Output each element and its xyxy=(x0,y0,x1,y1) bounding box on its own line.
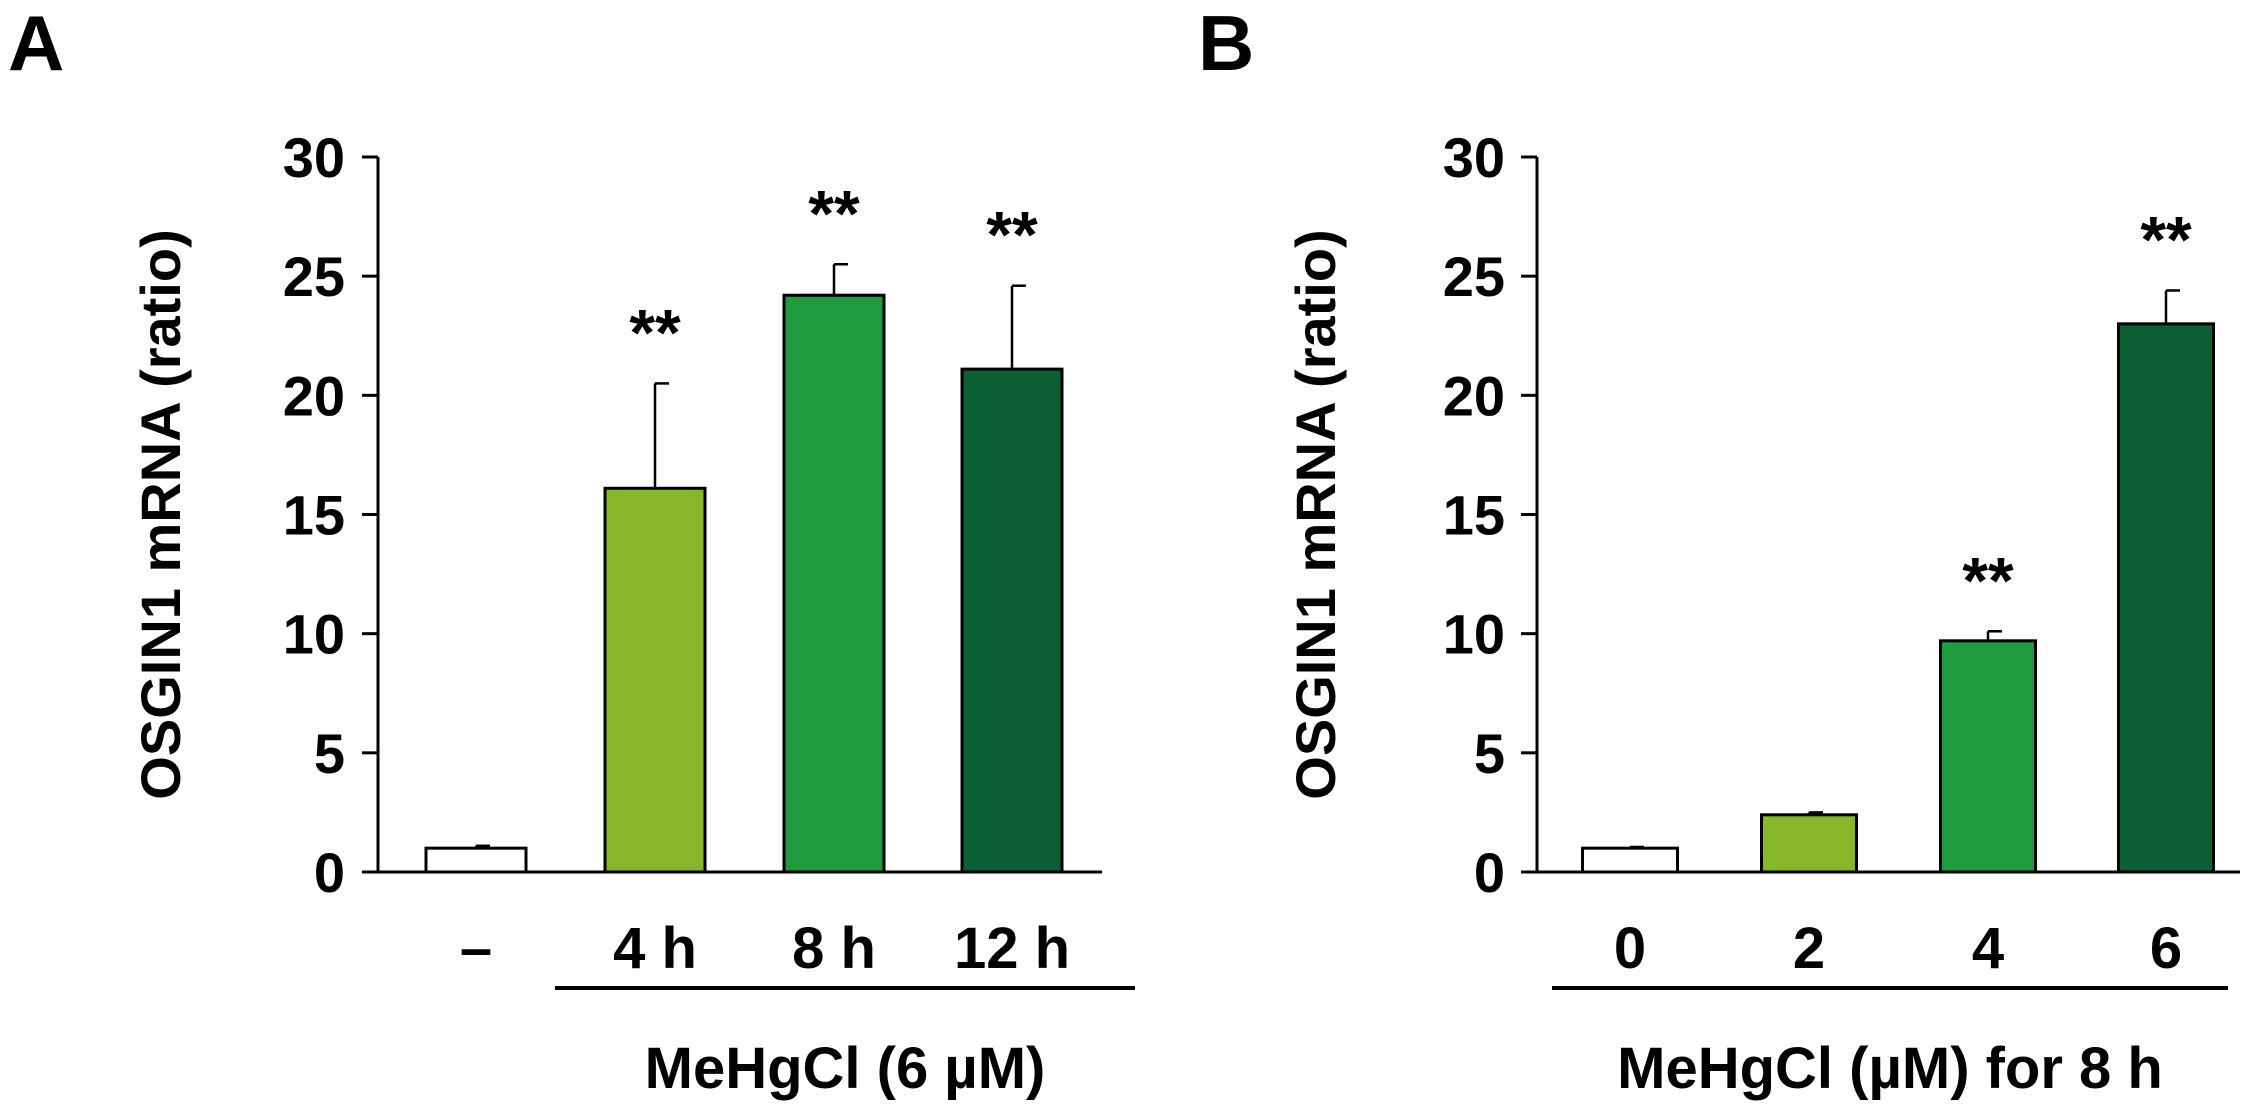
bar xyxy=(1939,639,2037,874)
significance-marker: ** xyxy=(1962,543,2014,617)
significance-marker: ** xyxy=(808,176,860,250)
bar xyxy=(782,293,886,874)
significance-marker: ** xyxy=(986,198,1038,272)
bar xyxy=(603,486,707,874)
category-label: – xyxy=(460,916,492,981)
panel-letter: B xyxy=(1198,0,1254,87)
y-tick-label: 10 xyxy=(283,603,345,666)
y-tick-label: 5 xyxy=(1474,722,1505,785)
y-tick-label: 20 xyxy=(1443,364,1505,427)
y-tick-label: 0 xyxy=(314,841,345,904)
bar xyxy=(1581,846,1679,874)
category-label: 4 h xyxy=(613,916,697,981)
significance-marker: ** xyxy=(629,295,681,369)
bar xyxy=(1760,813,1858,874)
group-label: MeHgCl (6 µM) xyxy=(645,1036,1046,1101)
category-label: 0 xyxy=(1614,916,1646,981)
y-tick-label: 25 xyxy=(1443,245,1505,308)
category-label: 8 h xyxy=(792,916,876,981)
y-axis-title: OSGIN1 mRNA (ratio) xyxy=(129,229,192,799)
category-label: 2 xyxy=(1793,916,1825,981)
y-tick-label: 20 xyxy=(283,364,345,427)
bar xyxy=(2117,322,2215,874)
bar xyxy=(424,846,528,874)
y-tick-label: 0 xyxy=(1474,841,1505,904)
category-label: 12 h xyxy=(954,916,1070,981)
group-label: MeHgCl (µM) for 8 h xyxy=(1617,1036,2163,1101)
significance-marker: ** xyxy=(2140,202,2192,276)
chart-panel-b: B 0 5 10 15 20 25 30 OSGIN1 mRNA (ratio) 0 2 ** 4 ** 6… xyxy=(1198,0,2240,1101)
y-tick-label: 25 xyxy=(283,245,345,308)
category-label: 6 xyxy=(2150,916,2182,981)
y-tick-label: 5 xyxy=(314,722,345,785)
bar xyxy=(960,367,1064,874)
y-tick-label: 15 xyxy=(283,484,345,547)
category-label: 4 xyxy=(1972,916,2004,981)
panel-letter: A xyxy=(8,0,64,87)
chart-panel-a: A 0 5 10 15 20 25 30 OSGIN1 mRNA (ratio) – ** 4 h **… xyxy=(8,0,1135,1101)
y-axis-title: OSGIN1 mRNA (ratio) xyxy=(1284,229,1347,799)
y-tick-label: 30 xyxy=(1443,126,1505,189)
y-tick-label: 10 xyxy=(1443,603,1505,666)
y-tick-label: 30 xyxy=(283,126,345,189)
y-tick-label: 15 xyxy=(1443,484,1505,547)
